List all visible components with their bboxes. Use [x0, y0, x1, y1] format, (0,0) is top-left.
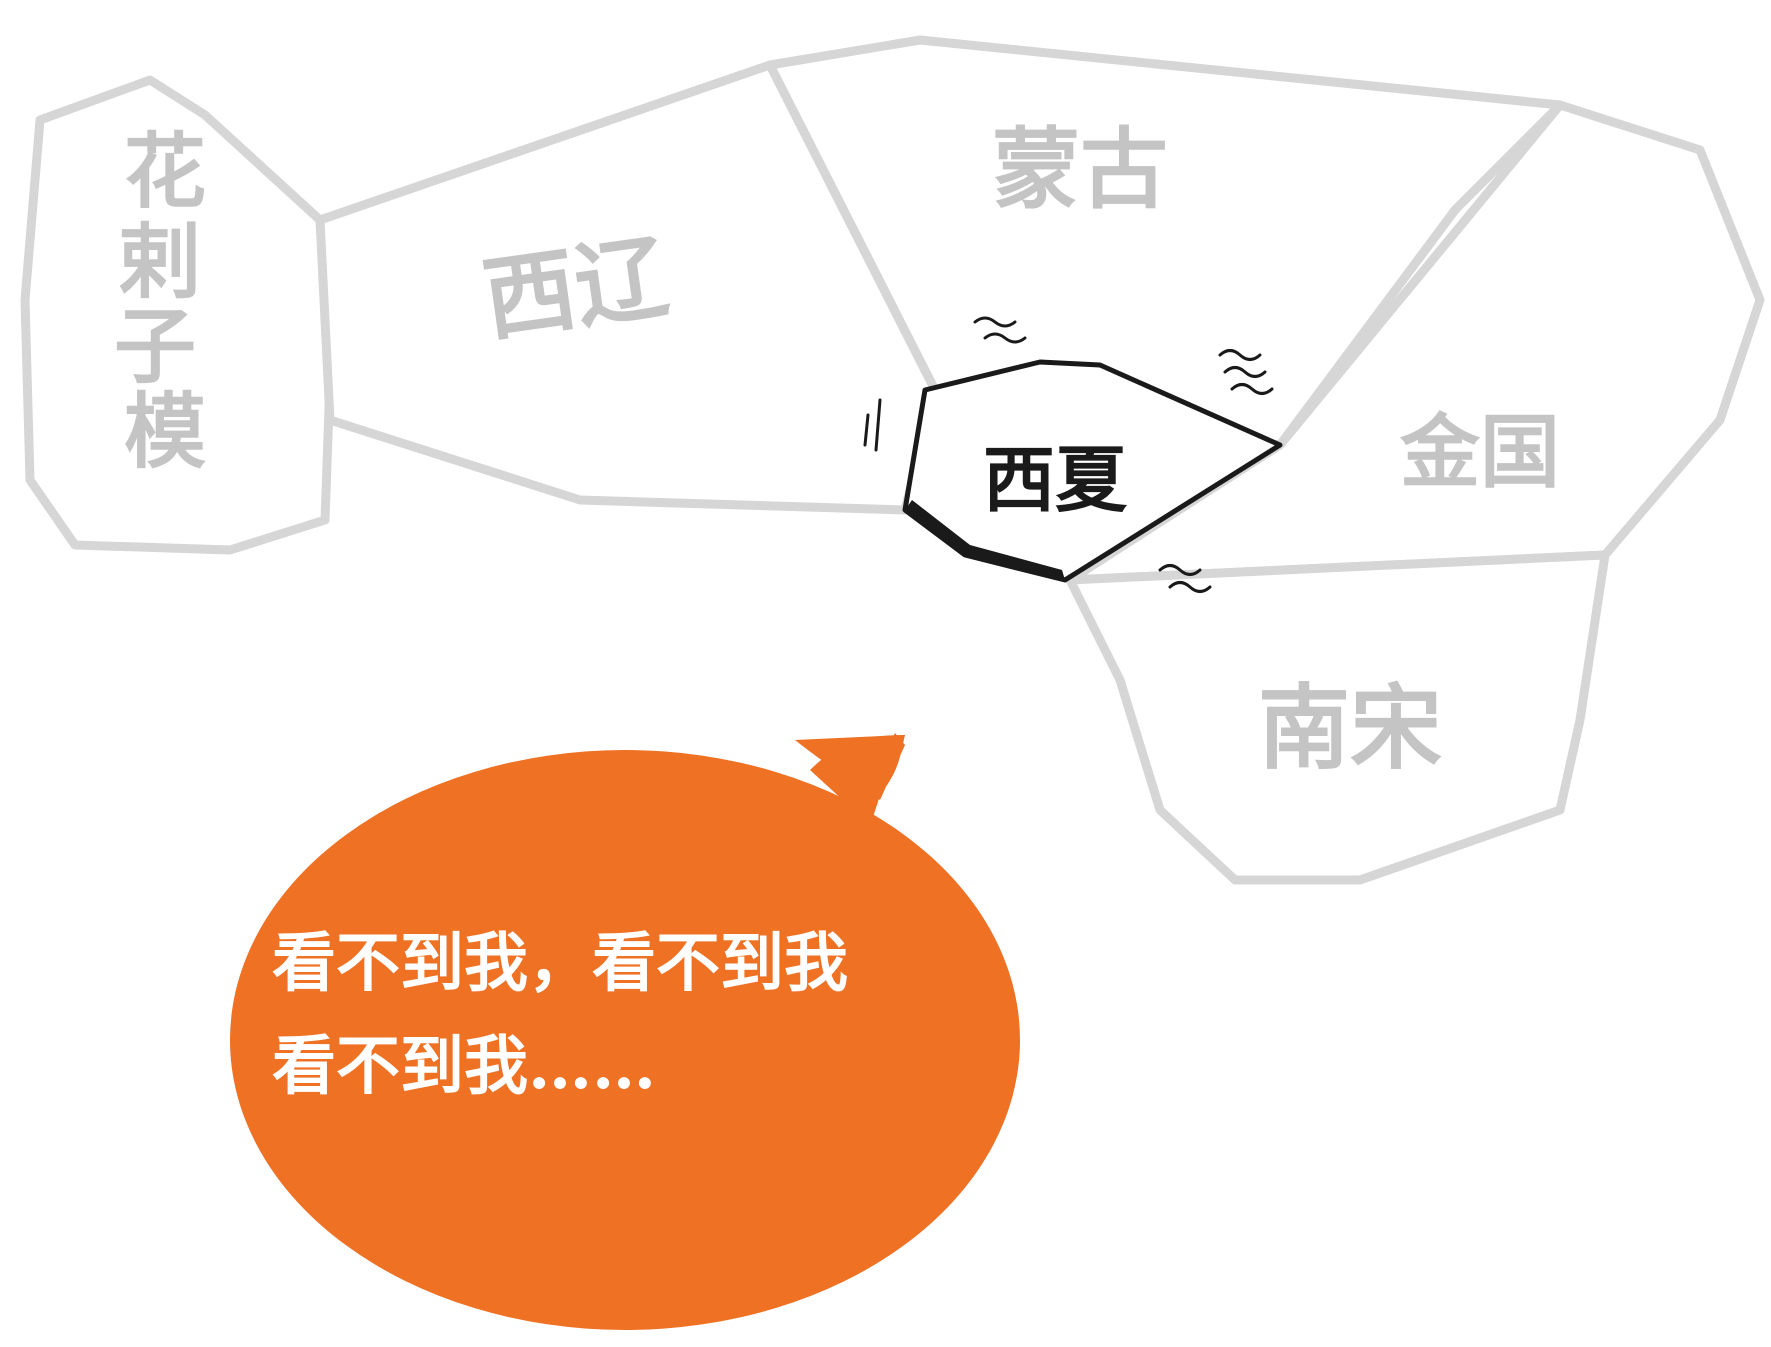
speech-bubble-line-2: 看不到我……	[272, 1029, 656, 1104]
region-xixia: 西夏	[863, 316, 1283, 593]
region-label-huacizimo-char: 剌	[119, 215, 201, 310]
region-label-xiliao: 西辽	[477, 223, 674, 355]
speech-bubble-body	[230, 750, 1020, 1330]
region-label-huacizimo-char: 模	[124, 385, 206, 480]
shake-marks	[863, 316, 1274, 593]
region-label-xixia: 西夏	[983, 437, 1128, 522]
region-label-nansong: 南宋	[1258, 675, 1442, 782]
region-label-jinguo: 金国	[1399, 406, 1560, 499]
region-label-huacizimo-char: 花	[124, 125, 206, 220]
region-label-menggu: 蒙古	[992, 118, 1168, 221]
region-label-huacizimo-char: 子	[114, 300, 196, 395]
region-label-huacizimo: 花剌子模	[114, 125, 206, 480]
region-huacizimo: 花剌子模	[20, 75, 335, 555]
region-nansong: 南宋	[1065, 550, 1610, 885]
speech-bubble: 看不到我，看不到我 看不到我……	[230, 733, 1020, 1330]
speech-bubble-line-1: 看不到我，看不到我	[272, 926, 848, 1001]
